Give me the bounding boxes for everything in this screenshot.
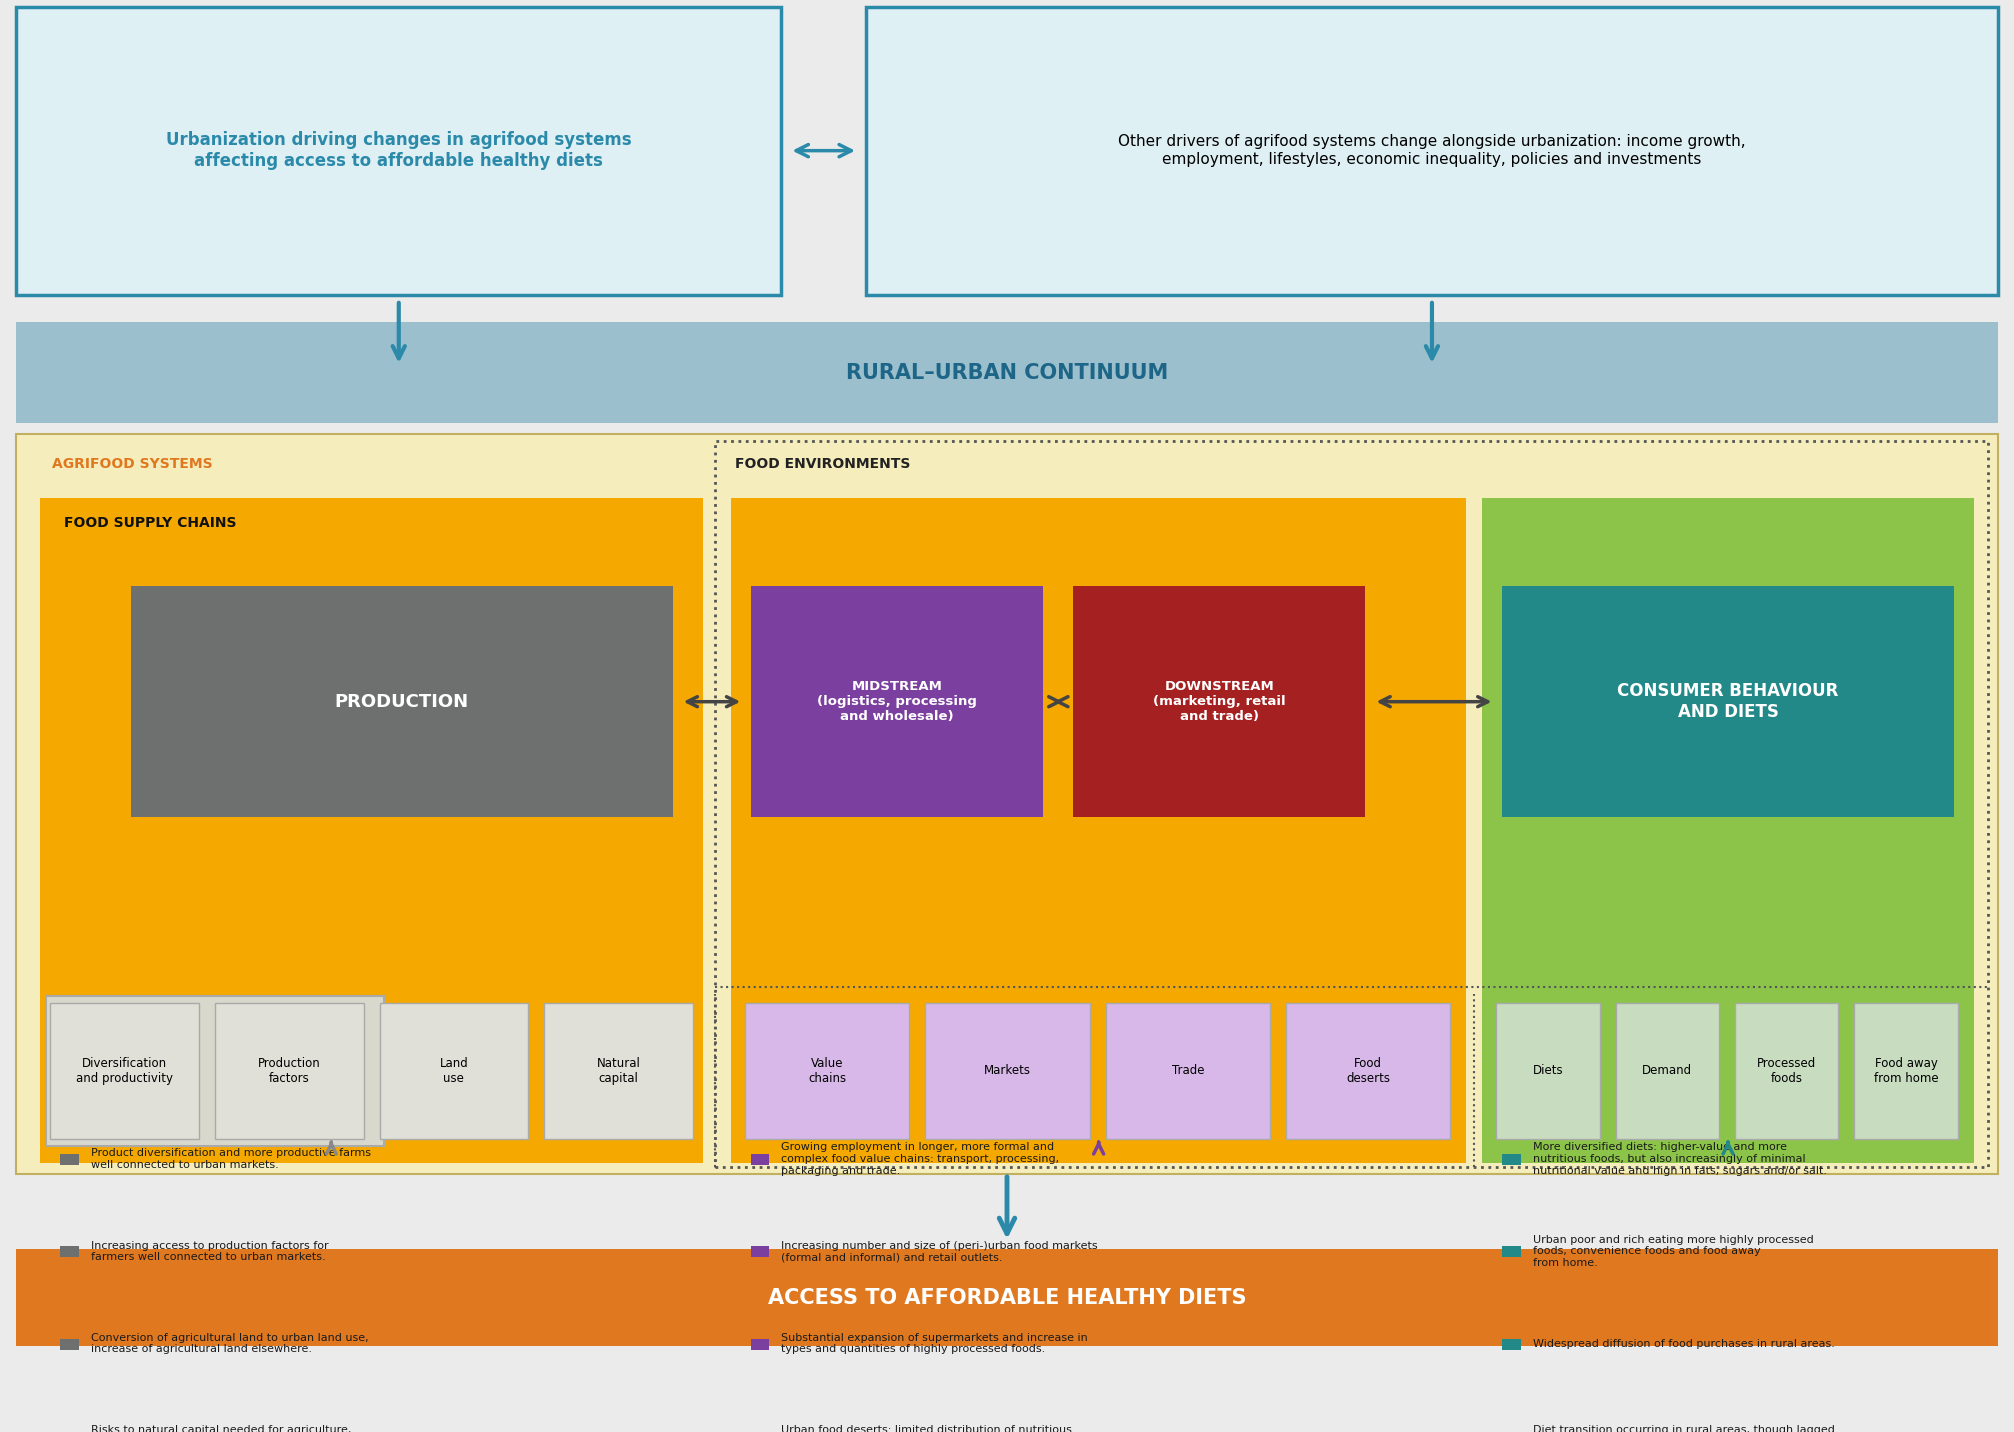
Text: PRODUCTION: PRODUCTION [334, 693, 469, 710]
Text: MIDSTREAM
(logistics, processing
and wholesale): MIDSTREAM (logistics, processing and who… [818, 680, 977, 723]
Text: Conversion of agricultural land to urban land use,
increase of agricultural land: Conversion of agricultural land to urban… [91, 1333, 369, 1355]
Bar [60, 1246, 79, 1257]
Bar [1502, 1154, 1521, 1166]
FancyBboxPatch shape [1734, 1002, 1839, 1138]
Text: More diversified diets: higher-value and more
nutritious foods, but also increas: More diversified diets: higher-value and… [1533, 1143, 1827, 1176]
FancyBboxPatch shape [1106, 1002, 1269, 1138]
Text: FOOD ENVIRONMENTS: FOOD ENVIRONMENTS [735, 457, 910, 471]
Text: Growing employment in longer, more formal and
complex food value chains: transpo: Growing employment in longer, more forma… [781, 1143, 1059, 1176]
Text: FOOD SUPPLY CHAINS: FOOD SUPPLY CHAINS [64, 516, 238, 530]
Text: Increasing number and size of (peri-)urban food markets
(formal and informal) an: Increasing number and size of (peri-)urb… [781, 1240, 1098, 1262]
FancyBboxPatch shape [215, 1002, 363, 1138]
Text: Risks to natural capital needed for agriculture,
especially water resources.: Risks to natural capital needed for agri… [91, 1425, 350, 1432]
FancyBboxPatch shape [731, 498, 1466, 1163]
FancyBboxPatch shape [544, 1002, 693, 1138]
Text: Product diversification and more productive farms
well connected to urban market: Product diversification and more product… [91, 1148, 371, 1170]
FancyBboxPatch shape [1615, 1002, 1720, 1138]
Text: Other drivers of agrifood systems change alongside urbanization: income growth,
: Other drivers of agrifood systems change… [1118, 135, 1746, 168]
Text: Food away
from home: Food away from home [1873, 1057, 1937, 1085]
Text: CONSUMER BEHAVIOUR
AND DIETS: CONSUMER BEHAVIOUR AND DIETS [1617, 682, 1839, 722]
FancyBboxPatch shape [16, 434, 1998, 1174]
Text: Urbanization driving changes in agrifood systems
affecting access to affordable : Urbanization driving changes in agrifood… [165, 132, 632, 170]
Text: Diet transition occurring in rural areas, though lagged
and lower.: Diet transition occurring in rural areas… [1533, 1425, 1835, 1432]
FancyBboxPatch shape [745, 1002, 910, 1138]
FancyBboxPatch shape [40, 498, 703, 1163]
FancyBboxPatch shape [379, 1002, 528, 1138]
Text: Urban poor and rich eating more highly processed
foods, convenience foods and fo: Urban poor and rich eating more highly p… [1533, 1234, 1813, 1267]
Text: ACCESS TO AFFORDABLE HEALTHY DIETS: ACCESS TO AFFORDABLE HEALTHY DIETS [767, 1287, 1247, 1307]
FancyBboxPatch shape [751, 586, 1043, 818]
Text: Production
factors: Production factors [258, 1057, 320, 1085]
FancyBboxPatch shape [1482, 498, 1974, 1163]
Text: DOWNSTREAM
(marketing, retail
and trade): DOWNSTREAM (marketing, retail and trade) [1154, 680, 1285, 723]
FancyBboxPatch shape [1496, 1002, 1599, 1138]
FancyBboxPatch shape [1855, 1002, 1958, 1138]
FancyBboxPatch shape [16, 322, 1998, 424]
Text: Diets: Diets [1533, 1064, 1563, 1077]
Bar [751, 1339, 769, 1350]
FancyBboxPatch shape [46, 997, 383, 1146]
FancyBboxPatch shape [16, 1249, 1998, 1346]
Bar [715, 441, 1988, 1167]
FancyBboxPatch shape [866, 7, 1998, 295]
FancyBboxPatch shape [924, 1002, 1090, 1138]
Text: Urban food deserts: limited distribution of nutritious
foods in some poor areas : Urban food deserts: limited distribution… [781, 1425, 1071, 1432]
Bar [751, 1154, 769, 1166]
Text: Markets: Markets [985, 1064, 1031, 1077]
Text: RURAL–URBAN CONTINUUM: RURAL–URBAN CONTINUUM [846, 362, 1168, 382]
Bar [751, 1246, 769, 1257]
Text: Natural
capital: Natural capital [596, 1057, 640, 1085]
Bar [1502, 1246, 1521, 1257]
Text: Trade: Trade [1172, 1064, 1204, 1077]
Text: Demand: Demand [1641, 1064, 1692, 1077]
FancyBboxPatch shape [50, 1002, 199, 1138]
FancyBboxPatch shape [131, 586, 673, 818]
FancyBboxPatch shape [16, 7, 781, 295]
Text: Increasing access to production factors for
farmers well connected to urban mark: Increasing access to production factors … [91, 1240, 328, 1262]
Text: Land
use: Land use [439, 1057, 469, 1085]
FancyBboxPatch shape [1073, 586, 1365, 818]
FancyBboxPatch shape [1502, 586, 1954, 818]
Text: Substantial expansion of supermarkets and increase in
types and quantities of hi: Substantial expansion of supermarkets an… [781, 1333, 1088, 1355]
FancyBboxPatch shape [1285, 1002, 1450, 1138]
Bar [1502, 1339, 1521, 1350]
Text: Widespread diffusion of food purchases in rural areas.: Widespread diffusion of food purchases i… [1533, 1339, 1835, 1349]
Bar [60, 1154, 79, 1166]
Bar [60, 1339, 79, 1350]
Text: AGRIFOOD SYSTEMS: AGRIFOOD SYSTEMS [52, 457, 213, 471]
Text: Diversification
and productivity: Diversification and productivity [77, 1057, 173, 1085]
Text: Processed
foods: Processed foods [1756, 1057, 1817, 1085]
Text: Value
chains: Value chains [808, 1057, 846, 1085]
Text: Food
deserts: Food deserts [1345, 1057, 1390, 1085]
